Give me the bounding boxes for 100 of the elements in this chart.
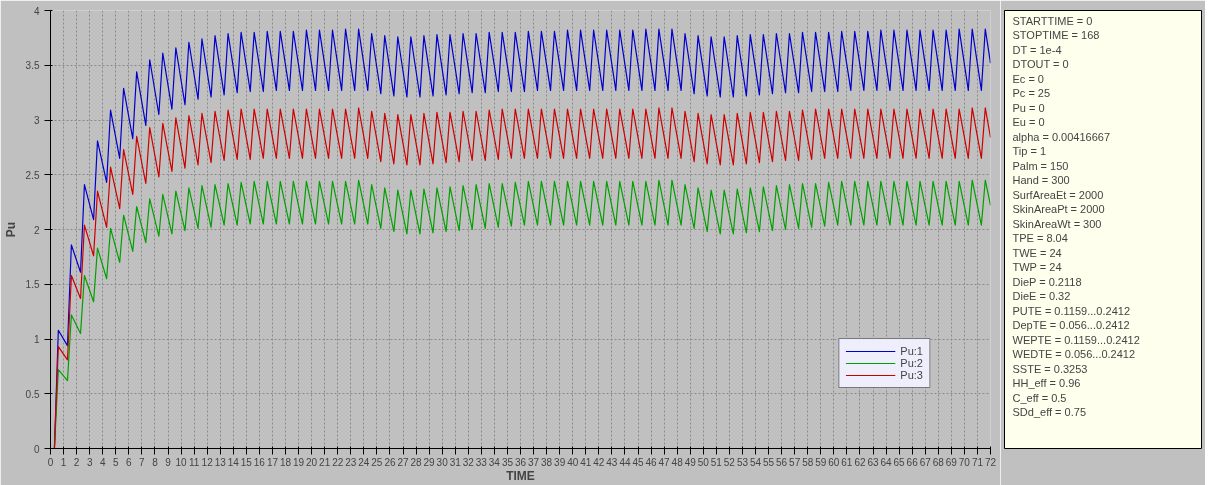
text: Pu = 0 [1012,101,1045,114]
text: TWE = 24 [1012,246,1062,259]
text: WEDTE = 0.056...0.2412 [1012,348,1136,360]
y-tick-label: 3 [33,115,40,126]
x-tick-label: 7 [139,456,146,468]
text: DepTE = 0.056...0.2412 [1012,319,1130,331]
x-tick-label: 46 [645,456,658,468]
x-tick-label: 61 [841,456,853,468]
x-tick-label: 37 [527,456,540,468]
text: Tip = 1 [1012,145,1047,157]
legend-label: Pu:1 [900,345,923,357]
x-tick-label: 70 [958,456,971,468]
x-tick-label: 56 [776,456,788,468]
x-tick-label: 21 [319,456,331,468]
text: STOPTIME = 168 [1012,29,1100,41]
x-tick-label: 6 [126,456,133,468]
x-tick-label: 32 [462,456,475,468]
x-tick-label: 49 [684,456,697,468]
x-tick-label: 34 [488,456,501,468]
text: SkinAreaWt = 300 [1012,217,1102,230]
y-tick-label: 4 [33,5,40,17]
text: STARTTIME = 0 [1012,14,1093,27]
x-tick-label: 22 [332,456,344,468]
x-tick-label: 43 [606,456,618,468]
x-tick-label: 63 [867,456,879,468]
x-tick-label: 52 [723,456,736,468]
y-tick-label: 2 [33,224,40,236]
x-tick-label: 29 [423,456,436,468]
text: HH_eff = 0.96 [1012,377,1081,389]
text: SurfAreaEt = 2000 [1012,188,1104,201]
x-tick-label: 41 [580,456,592,468]
x-axis-title: TIME [506,468,535,483]
x-tick-label: 2 [73,456,80,468]
x-tick-label: 35 [501,456,514,468]
x-tick-label: 12 [201,456,214,468]
x-tick-label: 67 [919,456,932,468]
text: Ec = 0 [1012,72,1044,85]
text: C_eff = 0.5 [1012,391,1067,404]
text: Eu = 0 [1012,116,1045,128]
x-tick-label: 42 [593,456,605,468]
x-tick-label: 40 [567,456,579,468]
x-tick-label: 5 [113,456,119,468]
text: Pc = 25 [1012,87,1051,99]
text: TWP = 24 [1012,261,1062,273]
x-tick-label: 8 [152,456,159,468]
x-tick-label: 18 [279,456,292,468]
x-tick-label: 68 [932,456,945,468]
text: DTOUT = 0 [1012,58,1069,70]
x-tick-label: 17 [266,456,279,468]
x-tick-label: 24 [358,456,370,468]
y-tick-label: 2.5 [25,169,40,181]
y-tick-label: 0 [33,443,40,455]
x-tick-label: 57 [789,456,801,468]
text: WEPTE = 0.1159...0.2412 [1012,333,1140,346]
x-tick-label: 26 [384,456,396,468]
x-tick-label: 54 [749,456,762,468]
x-tick-label: 50 [697,456,710,468]
text: DT = 1e-4 [1012,43,1062,56]
x-tick-label: 66 [906,456,919,468]
x-tick-label: 23 [345,456,357,468]
x-tick-label: 62 [854,456,866,468]
x-tick-label: 3 [86,456,93,468]
x-tick-label: 47 [658,456,671,468]
x-tick-label: 36 [514,456,527,468]
x-tick-label: 15 [240,456,253,468]
text: DieE = 0.32 [1012,290,1071,302]
x-tick-label: 4 [99,456,106,468]
x-tick-label: 19 [292,456,305,468]
x-tick-label: 44 [619,456,631,468]
x-tick-label: 11 [188,456,200,468]
x-tick-label: 38 [541,456,553,468]
text: TPE = 8.04 [1012,232,1068,244]
text: PUTE = 0.1159...0.2412 [1012,304,1131,317]
legend-label: Pu:2 [900,357,923,369]
x-tick-label: 64 [880,456,893,468]
x-tick-label: 69 [945,456,958,468]
x-tick-label: 53 [736,456,749,468]
text: Palm = 150 [1012,159,1069,172]
y-tick-label: 3.5 [25,60,40,72]
x-tick-label: 25 [371,456,383,468]
text: alpha = 0.00416667 [1012,130,1111,143]
x-tick-label: 16 [253,456,266,468]
x-tick-label: 39 [554,456,566,468]
legend-label: Pu:3 [900,369,923,381]
x-tick-label: 33 [475,456,488,468]
y-tick-label: 1.5 [25,279,40,291]
x-tick-label: 60 [828,456,840,468]
x-tick-label: 28 [410,456,423,468]
text: DieP = 0.2118 [1012,275,1082,288]
x-tick-label: 0 [47,456,54,468]
x-tick-label: 30 [436,456,449,468]
text: SSTE = 0.3253 [1012,362,1088,375]
x-tick-label: 10 [175,456,188,468]
x-tick-label: 14 [227,456,240,468]
text: Hand = 300 [1012,174,1070,186]
y-axis-title: Pu [3,221,18,238]
x-tick-label: 48 [671,456,684,468]
x-tick-label: 59 [815,456,827,468]
x-tick-label: 27 [397,456,409,468]
x-tick-label: 55 [762,456,775,468]
